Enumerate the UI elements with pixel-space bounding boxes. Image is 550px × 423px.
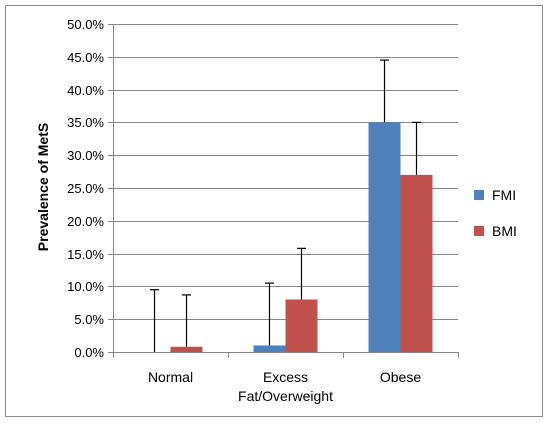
bar-bmi <box>400 174 433 352</box>
bar-fmi <box>253 345 286 352</box>
y-tick-label: 35.0% <box>67 115 104 130</box>
x-category-label: Fat/Overweight <box>238 388 333 404</box>
y-tick-label: 20.0% <box>67 214 104 229</box>
y-tick-label: 45.0% <box>67 50 104 65</box>
error-bars <box>150 59 421 352</box>
y-tick-label: 10.0% <box>67 279 104 294</box>
bar-fmi <box>368 122 401 353</box>
y-tick-label: 0.0% <box>74 345 104 360</box>
y-tick-label: 30.0% <box>67 148 104 163</box>
x-category-label: Obese <box>380 369 421 385</box>
legend: FMI BMI <box>474 187 517 239</box>
bar-bmi <box>285 299 318 352</box>
y-tick-label: 25.0% <box>67 181 104 196</box>
y-tick-label: 5.0% <box>74 312 104 327</box>
legend-label-fmi: FMI <box>492 187 516 203</box>
y-tick-label: 40.0% <box>67 83 104 98</box>
y-tick-labels: 0.0% 5.0% 10.0% 15.0% 20.0% 25.0% 30.0% 35.0% 40… <box>67 17 104 360</box>
legend-label-bmi: BMI <box>492 223 517 239</box>
x-category-labels: Normal Excess Fat/Overweight Obese <box>148 369 421 404</box>
bars <box>170 122 433 353</box>
legend-swatch-bmi <box>474 226 484 236</box>
y-tick-label: 50.0% <box>67 17 104 32</box>
axes <box>113 24 459 358</box>
y-tick-label: 15.0% <box>67 247 104 262</box>
legend-swatch-fmi <box>474 190 484 200</box>
x-category-label: Normal <box>148 369 193 385</box>
bar-bmi <box>170 346 203 352</box>
y-axis-title: Prevalence of MetS <box>35 123 51 251</box>
x-category-label: Excess <box>263 369 308 385</box>
